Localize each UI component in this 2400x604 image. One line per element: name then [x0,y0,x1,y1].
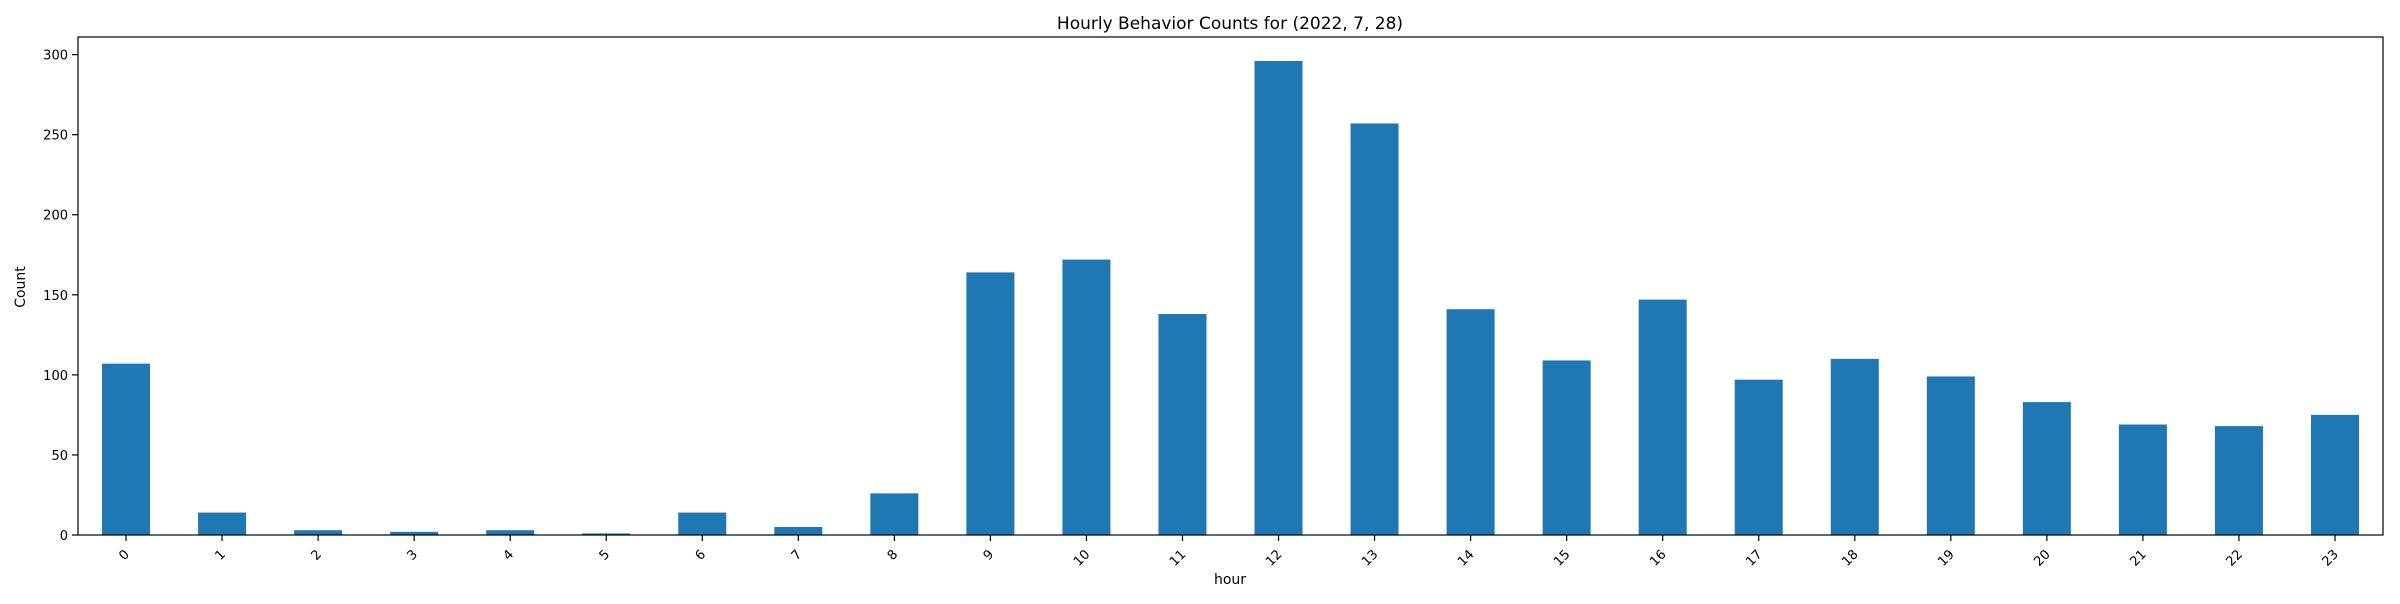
bar-hour-4 [486,530,535,535]
x-tick-label: 10 [1071,547,1093,569]
x-tick-label: 18 [1839,547,1861,569]
x-tick-label: 1 [212,547,228,563]
chart-title: Hourly Behavior Counts for (2022, 7, 28) [1057,14,1403,34]
bar-hour-2 [294,530,343,535]
x-tick-label: 19 [1935,547,1957,569]
bar-hour-12 [1254,61,1303,536]
x-tick-label: 14 [1455,547,1477,569]
bar-hour-9 [966,272,1015,535]
bars-layer [102,61,2359,536]
x-tick-label: 7 [789,547,805,563]
x-tick-label: 3 [405,547,421,563]
y-tick-label: 150 [43,289,68,304]
x-tick-label: 6 [693,547,709,563]
bar-hour-17 [1734,379,1783,535]
bar-hour-1 [198,512,247,535]
bar-hour-22 [2214,426,2263,535]
x-tick-label: 21 [2127,547,2149,569]
bar-hour-20 [2022,402,2071,535]
bar-hour-11 [1158,314,1207,535]
x-tick-label: 22 [2223,547,2245,569]
bar-hour-3 [390,531,439,535]
x-tick-label: 11 [1167,547,1189,569]
bar-hour-19 [1926,376,1975,535]
x-tick-label: 2 [308,547,324,563]
x-tick-label: 13 [1359,547,1381,569]
x-tick-label: 8 [885,547,901,563]
y-tick-label: 300 [43,49,68,64]
bar-hour-7 [774,526,823,535]
bar-hour-10 [1062,259,1111,535]
x-tick-label: 23 [2320,547,2342,569]
bar-hour-8 [870,493,919,535]
x-tick-label: 15 [1551,547,1573,569]
x-tick-label: 20 [2031,547,2053,569]
y-tick-label: 0 [60,529,68,544]
plot-frame [77,36,2384,536]
bar-hour-6 [678,512,727,535]
bar-hour-0 [102,363,151,535]
bar-hour-15 [1542,360,1591,535]
x-tick-label: 9 [981,547,997,563]
bar-hour-13 [1350,123,1399,535]
y-axis-label: Count [13,266,29,308]
y-tick-label: 250 [43,129,68,144]
bar-hour-18 [1830,358,1879,535]
bar-hour-21 [2118,424,2167,535]
x-tick-label: 17 [1743,547,1765,569]
x-tick-label: 0 [116,547,132,563]
x-tick-label: 16 [1647,547,1669,569]
x-tick-label: 5 [597,547,613,563]
y-tick-label: 200 [43,209,68,224]
x-axis-label: hour [1214,572,1246,588]
bar-hour-23 [2310,414,2359,535]
x-tick-label: 12 [1263,547,1285,569]
bar-hour-16 [1638,299,1687,535]
bar-hour-14 [1446,309,1495,535]
y-tick-label: 50 [51,449,68,464]
bar-hour-5 [582,533,631,535]
x-tick-label: 4 [501,547,517,563]
y-tick-label: 100 [43,369,68,384]
